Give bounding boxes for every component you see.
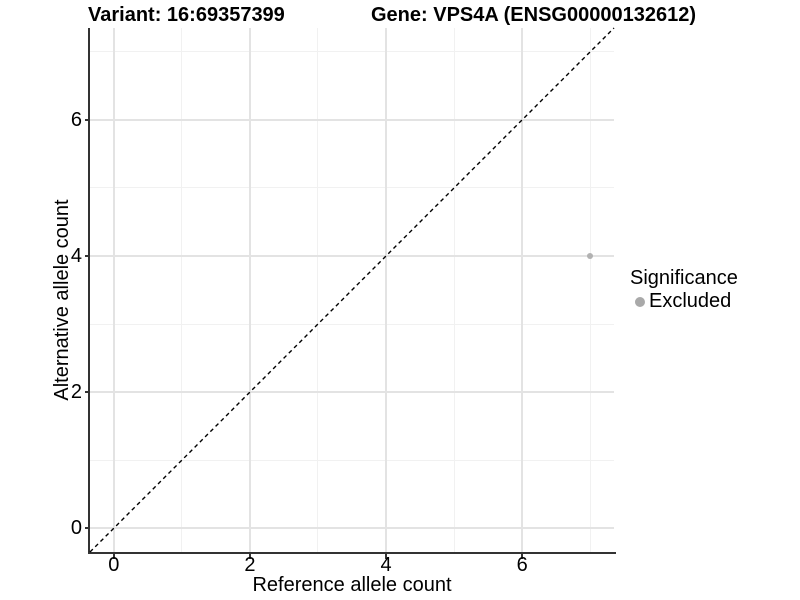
- x-axis-title: Reference allele count: [252, 574, 452, 596]
- legend-key-dot: [635, 296, 645, 307]
- gridline-major-horizontal: [90, 527, 614, 529]
- gridline-minor-horizontal: [90, 323, 614, 325]
- y-tick-mark: [85, 391, 90, 393]
- gridline-minor-vertical: [589, 28, 591, 552]
- gridline-minor-vertical: [181, 28, 183, 552]
- x-tick-mark: [385, 554, 387, 559]
- y-tick-label: 0: [70, 517, 82, 540]
- y-axis-line: [88, 28, 90, 554]
- y-axis-title: Alternative allele count: [51, 199, 73, 401]
- legend-entry-label: Excluded: [649, 290, 732, 312]
- x-tick-label: 6: [516, 554, 528, 576]
- legend-entries: Excluded: [630, 290, 738, 313]
- y-tick-label: 4: [70, 244, 82, 267]
- gridline-minor-horizontal: [90, 51, 614, 53]
- gridline-major-horizontal: [90, 255, 614, 257]
- gridline-major-vertical: [521, 28, 523, 552]
- x-tick-label: 0: [108, 554, 120, 576]
- gridline-major-vertical: [113, 28, 115, 552]
- x-tick-mark: [249, 554, 251, 559]
- gridline-minor-vertical: [317, 28, 319, 552]
- gridline-minor-vertical: [453, 28, 455, 552]
- y-tick-label: 2: [70, 381, 82, 404]
- x-axis-line: [88, 552, 616, 554]
- legend-entry: Excluded: [630, 290, 738, 313]
- y-tick-label: 6: [70, 108, 82, 131]
- gridline-minor-horizontal: [90, 187, 614, 189]
- x-tick-label: 2: [244, 554, 256, 576]
- x-tick-mark: [113, 554, 115, 559]
- identity-line: [89, 27, 615, 553]
- gridline-major-vertical: [385, 28, 387, 552]
- legend-title: Significance: [630, 267, 738, 289]
- x-tick-label: 4: [380, 554, 392, 576]
- gridline-major-horizontal: [90, 391, 614, 393]
- data-point: [587, 252, 594, 259]
- y-tick-mark: [85, 119, 90, 121]
- gridline-major-vertical: [249, 28, 251, 552]
- plot-title-variant: Variant: 16:69357399: [88, 4, 285, 26]
- identity-line-path: [89, 27, 615, 553]
- x-tick-mark: [521, 554, 523, 559]
- gridline-major-horizontal: [90, 119, 614, 121]
- gridline-minor-horizontal: [90, 459, 614, 461]
- plot-title-gene: Gene: VPS4A (ENSG00000132612): [371, 4, 696, 26]
- legend: Significance Excluded: [630, 267, 738, 313]
- plot-panel: [89, 27, 615, 553]
- y-tick-mark: [85, 527, 90, 529]
- y-tick-mark: [85, 255, 90, 257]
